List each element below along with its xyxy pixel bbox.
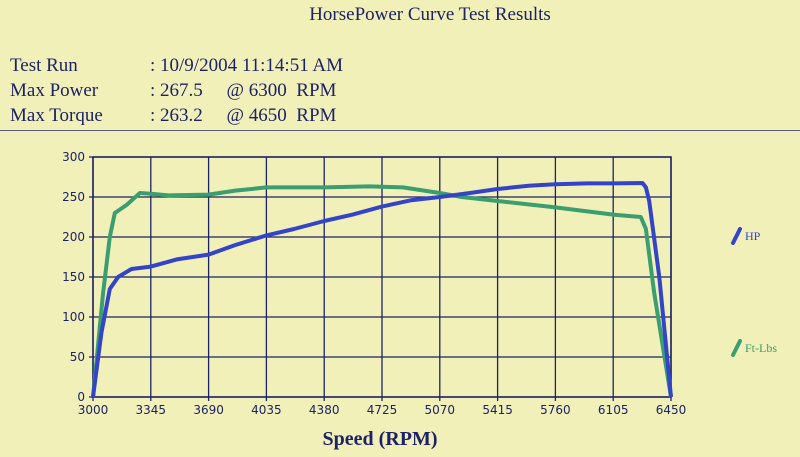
info-label: Test Run xyxy=(10,55,78,76)
y-tick-label: 150 xyxy=(62,270,85,284)
x-axis-title: Speed (RPM) xyxy=(323,428,438,450)
legend-swatch-hp xyxy=(731,227,742,245)
legend-label: HP xyxy=(745,229,761,243)
x-tick-label: 6105 xyxy=(598,403,629,417)
x-tick-label: 3000 xyxy=(78,403,109,417)
info-value: : 263.2 @ 4650 RPM xyxy=(150,105,337,126)
info-row-test-run: Test Run : 10/9/2004 11:14:51 AM xyxy=(10,55,343,77)
x-tick-label: 3690 xyxy=(193,403,224,417)
info-value: : 10/9/2004 11:14:51 AM xyxy=(150,55,344,76)
x-tick-label: 5760 xyxy=(540,403,571,417)
x-tick-label: 5415 xyxy=(482,403,513,417)
x-tick-label: 5070 xyxy=(425,403,456,417)
y-tick-label: 300 xyxy=(62,150,85,164)
y-tick-label: 100 xyxy=(62,310,85,324)
legend-swatch-torque xyxy=(731,339,742,357)
info-row-max-power: Max Power : 267.5 @ 6300 RPM xyxy=(10,80,336,102)
legend-label: Ft-Lbs xyxy=(745,341,777,355)
info-label: Max Torque xyxy=(10,105,103,126)
y-tick-label: 250 xyxy=(62,190,85,204)
x-tick-label: 3345 xyxy=(136,403,167,417)
info-label: Max Power xyxy=(10,80,99,101)
x-tick-label: 4380 xyxy=(309,403,340,417)
info-row-max-torque: Max Torque : 263.2 @ 4650 RPM xyxy=(10,105,336,127)
x-tick-label: 4725 xyxy=(367,403,398,417)
series-line-torque xyxy=(91,184,673,398)
y-tick-label: 0 xyxy=(77,390,85,404)
series-line-hp xyxy=(91,181,673,398)
x-tick-label: 6450 xyxy=(656,403,687,417)
y-tick-label: 200 xyxy=(62,230,85,244)
divider xyxy=(0,130,800,131)
info-value: : 267.5 @ 6300 RPM xyxy=(150,80,337,101)
x-tick-label: 4035 xyxy=(251,403,282,417)
y-tick-label: 50 xyxy=(70,350,85,364)
report-title: HorsePower Curve Test Results xyxy=(309,4,551,25)
